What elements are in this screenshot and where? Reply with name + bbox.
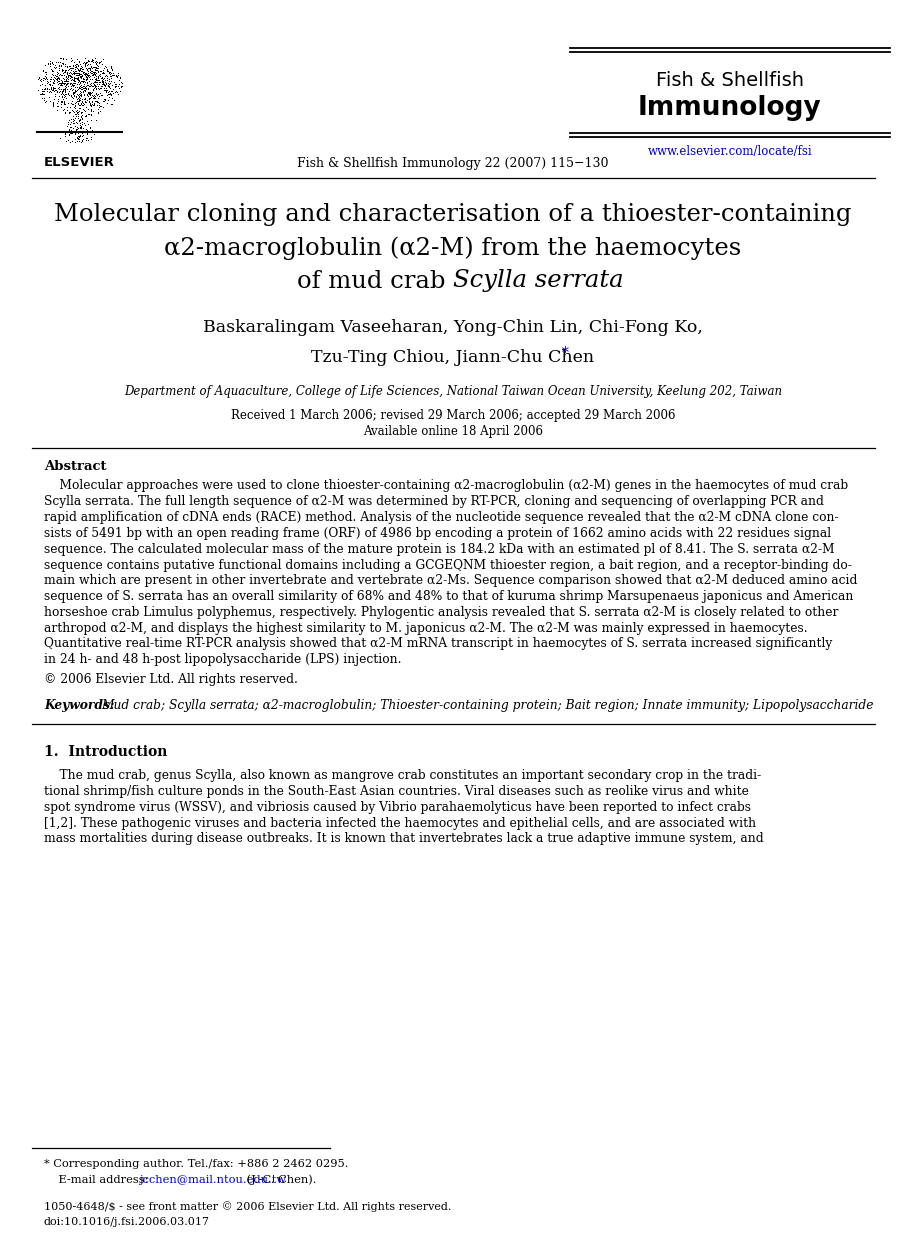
Text: mass mortalities during disease outbreaks. It is known that invertebrates lack a: mass mortalities during disease outbreak… bbox=[44, 832, 764, 846]
Text: sequence of S. serrata has an overall similarity of 68% and 48% to that of kurum: sequence of S. serrata has an overall si… bbox=[44, 591, 853, 603]
Text: (J.-C. Chen).: (J.-C. Chen). bbox=[243, 1175, 317, 1185]
Text: ELSEVIER: ELSEVIER bbox=[44, 156, 115, 168]
Text: Tzu-Ting Chiou, Jiann-Chu Chen: Tzu-Ting Chiou, Jiann-Chu Chen bbox=[311, 349, 595, 366]
Text: main which are present in other invertebrate and vertebrate α2-Ms. Sequence comp: main which are present in other inverteb… bbox=[44, 574, 857, 587]
Text: horseshoe crab Limulus polyphemus, respectively. Phylogentic analysis revealed t: horseshoe crab Limulus polyphemus, respe… bbox=[44, 605, 838, 619]
Text: spot syndrome virus (WSSV), and vibriosis caused by Vibrio parahaemolyticus have: spot syndrome virus (WSSV), and vibriosi… bbox=[44, 801, 751, 813]
Text: *: * bbox=[562, 345, 569, 360]
Text: Molecular approaches were used to clone thioester-containing α2-macroglobulin (α: Molecular approaches were used to clone … bbox=[44, 479, 848, 493]
Text: sequence contains putative functional domains including a GCGEQNM thioester regi: sequence contains putative functional do… bbox=[44, 558, 852, 572]
Text: in 24 h- and 48 h-post lipopolysaccharide (LPS) injection.: in 24 h- and 48 h-post lipopolysaccharid… bbox=[44, 654, 402, 666]
Text: Mud crab; Scylla serrata; α2-macroglobulin; Thioester-containing protein; Bait r: Mud crab; Scylla serrata; α2-macroglobul… bbox=[101, 699, 873, 712]
Text: α2-macroglobulin (α2-M) from the haemocytes: α2-macroglobulin (α2-M) from the haemocy… bbox=[164, 236, 742, 260]
Text: arthropod α2-M, and displays the highest similarity to M. japonicus α2-M. The α2: arthropod α2-M, and displays the highest… bbox=[44, 621, 807, 635]
Text: Keywords:: Keywords: bbox=[44, 699, 119, 712]
Text: Fish & Shellfish: Fish & Shellfish bbox=[656, 71, 804, 89]
Text: doi:10.1016/j.fsi.2006.03.017: doi:10.1016/j.fsi.2006.03.017 bbox=[44, 1217, 210, 1227]
Text: tional shrimp/fish culture ponds in the South-East Asian countries. Viral diseas: tional shrimp/fish culture ponds in the … bbox=[44, 785, 749, 799]
Text: Scylla serrata. The full length sequence of α2-M was determined by RT-PCR, cloni: Scylla serrata. The full length sequence… bbox=[44, 495, 824, 509]
Text: © 2006 Elsevier Ltd. All rights reserved.: © 2006 Elsevier Ltd. All rights reserved… bbox=[44, 673, 297, 686]
Text: of mud crab: of mud crab bbox=[297, 270, 453, 292]
Text: sequence. The calculated molecular mass of the mature protein is 184.2 kDa with : sequence. The calculated molecular mass … bbox=[44, 542, 834, 556]
Text: Department of Aquaculture, College of Life Sciences, National Taiwan Ocean Unive: Department of Aquaculture, College of Li… bbox=[124, 385, 782, 399]
Text: E-mail address:: E-mail address: bbox=[44, 1175, 152, 1185]
Text: Scylla serrata: Scylla serrata bbox=[453, 270, 624, 292]
Text: Immunology: Immunology bbox=[639, 95, 822, 121]
Text: Received 1 March 2006; revised 29 March 2006; accepted 29 March 2006: Received 1 March 2006; revised 29 March … bbox=[230, 409, 675, 421]
Text: Abstract: Abstract bbox=[44, 459, 106, 473]
Text: The mud crab, genus Scylla, also known as mangrove crab constitutes an important: The mud crab, genus Scylla, also known a… bbox=[44, 769, 761, 782]
Text: Baskaralingam Vaseeharan, Yong-Chin Lin, Chi-Fong Ko,: Baskaralingam Vaseeharan, Yong-Chin Lin,… bbox=[203, 319, 703, 337]
Text: jcchen@mail.ntou.edu.tw: jcchen@mail.ntou.edu.tw bbox=[139, 1175, 286, 1185]
Text: 1050-4648/$ - see front matter © 2006 Elsevier Ltd. All rights reserved.: 1050-4648/$ - see front matter © 2006 El… bbox=[44, 1202, 452, 1212]
Text: www.elsevier.com/locate/fsi: www.elsevier.com/locate/fsi bbox=[648, 146, 813, 158]
Text: sists of 5491 bp with an open reading frame (ORF) of 4986 bp encoding a protein : sists of 5491 bp with an open reading fr… bbox=[44, 527, 831, 540]
Text: rapid amplification of cDNA ends (RACE) method. Analysis of the nucleotide seque: rapid amplification of cDNA ends (RACE) … bbox=[44, 511, 839, 524]
Text: Quantitative real-time RT-PCR analysis showed that α2-M mRNA transcript in haemo: Quantitative real-time RT-PCR analysis s… bbox=[44, 638, 833, 650]
Text: Available online 18 April 2006: Available online 18 April 2006 bbox=[363, 426, 543, 438]
Text: Molecular cloning and characterisation of a thioester-containing: Molecular cloning and characterisation o… bbox=[54, 203, 852, 227]
Text: * Corresponding author. Tel./fax: +886 2 2462 0295.: * Corresponding author. Tel./fax: +886 2… bbox=[44, 1159, 348, 1169]
Text: Fish & Shellfish Immunology 22 (2007) 115−130: Fish & Shellfish Immunology 22 (2007) 11… bbox=[297, 156, 609, 170]
Text: [1,2]. These pathogenic viruses and bacteria infected the haemocytes and epithel: [1,2]. These pathogenic viruses and bact… bbox=[44, 817, 756, 829]
Text: 1.  Introduction: 1. Introduction bbox=[44, 744, 168, 759]
